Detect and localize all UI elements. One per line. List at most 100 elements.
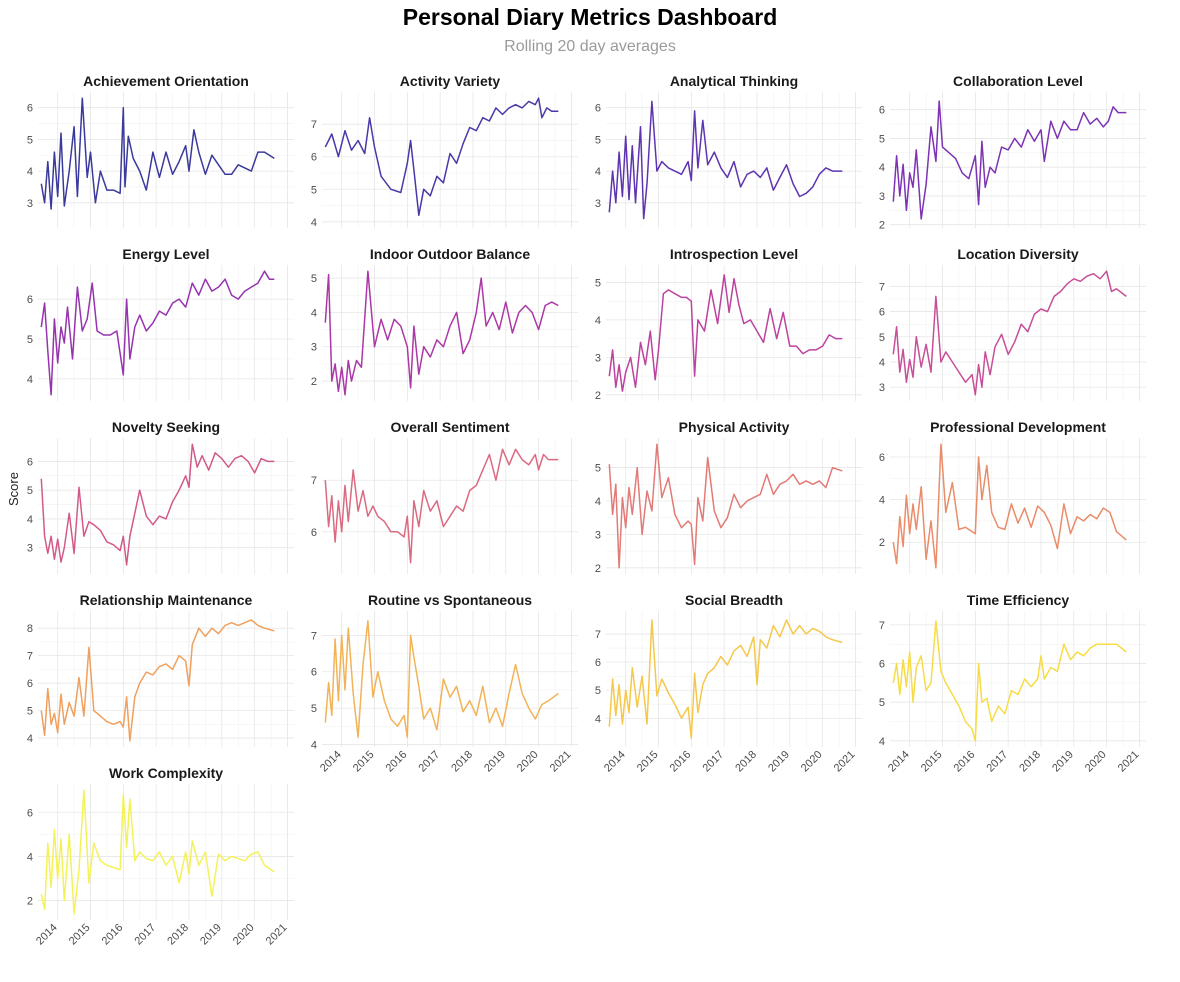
x-tick-label: 2014	[34, 922, 60, 948]
x-tick-label: 2014	[318, 749, 344, 775]
y-tick-label: 5	[311, 273, 317, 285]
panel-analytical-thinking: 3 4 5 6 Analytical Thinking	[595, 73, 862, 228]
y-tick-label: 5	[595, 463, 601, 475]
series-line	[608, 274, 843, 392]
y-tick-label: 6	[27, 456, 33, 468]
y-tick-label: 5	[27, 706, 33, 718]
x-tick-label: 2021	[264, 922, 290, 948]
panel-indoor-outdoor-balance: 2 3 4 5 Indoor Outdoor Balance	[311, 246, 578, 401]
x-tick-label: 2017	[984, 749, 1010, 775]
y-tick-label: 4	[879, 162, 885, 174]
y-tick-label: 6	[311, 667, 317, 679]
panel-relationship-maintenance: 4 5 6 7 8 Relationship Maintenance	[27, 592, 294, 747]
y-tick-label: 6	[311, 527, 317, 539]
panel-energy-level: 4 5 6 Energy Level	[27, 246, 294, 401]
y-tick-label: 4	[27, 851, 33, 863]
panel-time-efficiency: 4 5 6 7 Time Efficiency 2014 2015 2016 2017 2018 2…	[879, 592, 1146, 774]
y-tick-label: 4	[27, 733, 33, 745]
panel-overall-sentiment: 6 7 Overall Sentiment	[311, 419, 578, 574]
chart-subtitle: Rolling 20 day averages	[504, 38, 676, 55]
x-tick-label: 2017	[416, 749, 442, 775]
y-tick-label: 2	[595, 563, 601, 575]
y-tick-label: 5	[879, 133, 885, 145]
y-tick-label: 6	[879, 105, 885, 117]
x-tick-label: 2015	[919, 749, 945, 775]
panel-activity-variety: 4 5 6 7 Activity Variety	[311, 73, 578, 229]
panel-introspection-level: 2 3 4 5 Introspection Level	[595, 246, 862, 402]
y-tick-label: 5	[879, 332, 885, 344]
y-tick-label: 6	[311, 152, 317, 164]
panel-title: Location Diversity	[957, 246, 1079, 262]
series-line	[324, 97, 559, 217]
y-tick-label: 3	[311, 342, 317, 354]
series-line	[40, 97, 275, 210]
panel-title: Novelty Seeking	[112, 419, 220, 435]
panel-title: Physical Activity	[679, 419, 790, 435]
panel-title: Activity Variety	[400, 73, 501, 89]
y-tick-label: 5	[27, 134, 33, 146]
y-tick-label: 3	[595, 352, 601, 364]
y-tick-label: 7	[595, 629, 601, 641]
panel-physical-activity: 2 3 4 5 Physical Activity	[595, 419, 862, 575]
y-tick-label: 6	[27, 294, 33, 306]
series-line	[40, 270, 275, 396]
x-tick-label: 2018	[1017, 749, 1043, 775]
y-tick-label: 4	[595, 166, 601, 178]
y-tick-label: 7	[311, 119, 317, 131]
x-tick-label: 2021	[548, 749, 574, 775]
y-tick-label: 3	[595, 198, 601, 210]
y-tick-label: 6	[27, 807, 33, 819]
y-tick-label: 4	[879, 357, 885, 369]
y-tick-label: 5	[595, 134, 601, 146]
y-tick-label: 4	[595, 496, 601, 508]
series-line	[608, 100, 843, 220]
x-tick-label: 2020	[799, 749, 825, 775]
y-tick-label: 2	[595, 390, 601, 402]
x-tick-label: 2021	[1116, 749, 1142, 775]
x-tick-label: 2017	[700, 749, 726, 775]
panel-title: Overall Sentiment	[390, 419, 509, 435]
x-tick-label: 2018	[733, 749, 759, 775]
y-tick-label: 3	[879, 191, 885, 203]
panel-title: Routine vs Spontaneous	[368, 592, 532, 608]
y-tick-label: 6	[595, 103, 601, 115]
y-tick-label: 4	[595, 315, 601, 327]
series-line	[324, 448, 559, 564]
x-tick-label: 2015	[351, 749, 377, 775]
y-tick-label: 4	[311, 739, 317, 751]
panel-title: Energy Level	[122, 246, 209, 262]
y-tick-label: 4	[27, 514, 33, 526]
x-tick-label: 2014	[886, 749, 912, 775]
y-tick-label: 4	[27, 166, 33, 178]
panel-title: Time Efficiency	[967, 592, 1070, 608]
x-tick-label: 2015	[67, 922, 93, 948]
y-tick-label: 7	[27, 651, 33, 663]
panel-achievement-orientation: 3 4 5 6 Achievement Orientation	[27, 73, 294, 228]
y-tick-label: 6	[879, 659, 885, 671]
y-tick-label: 5	[879, 697, 885, 709]
series-line	[892, 270, 1127, 396]
series-line	[892, 100, 1127, 220]
y-tick-label: 2	[27, 896, 33, 908]
x-tick-label: 2016	[100, 922, 126, 948]
y-tick-label: 4	[879, 495, 885, 507]
series-line	[608, 443, 843, 569]
y-tick-label: 5	[311, 703, 317, 715]
y-tick-label: 5	[27, 334, 33, 346]
panel-title: Social Breadth	[685, 592, 783, 608]
y-tick-label: 6	[595, 657, 601, 669]
x-tick-label: 2014	[602, 749, 628, 775]
y-tick-label: 2	[311, 376, 317, 388]
x-tick-label: 2019	[766, 749, 792, 775]
y-tick-label: 7	[311, 475, 317, 487]
x-tick-label: 2020	[231, 922, 257, 948]
x-tick-label: 2015	[635, 749, 661, 775]
x-tick-label: 2019	[482, 749, 508, 775]
y-tick-label: 7	[879, 281, 885, 293]
y-tick-label: 4	[595, 713, 601, 725]
x-tick-label: 2020	[1083, 749, 1109, 775]
series-line	[892, 443, 1127, 569]
panel-location-diversity: 3 4 5 6 7 Location Diversity	[879, 246, 1146, 401]
y-tick-label: 6	[879, 307, 885, 319]
